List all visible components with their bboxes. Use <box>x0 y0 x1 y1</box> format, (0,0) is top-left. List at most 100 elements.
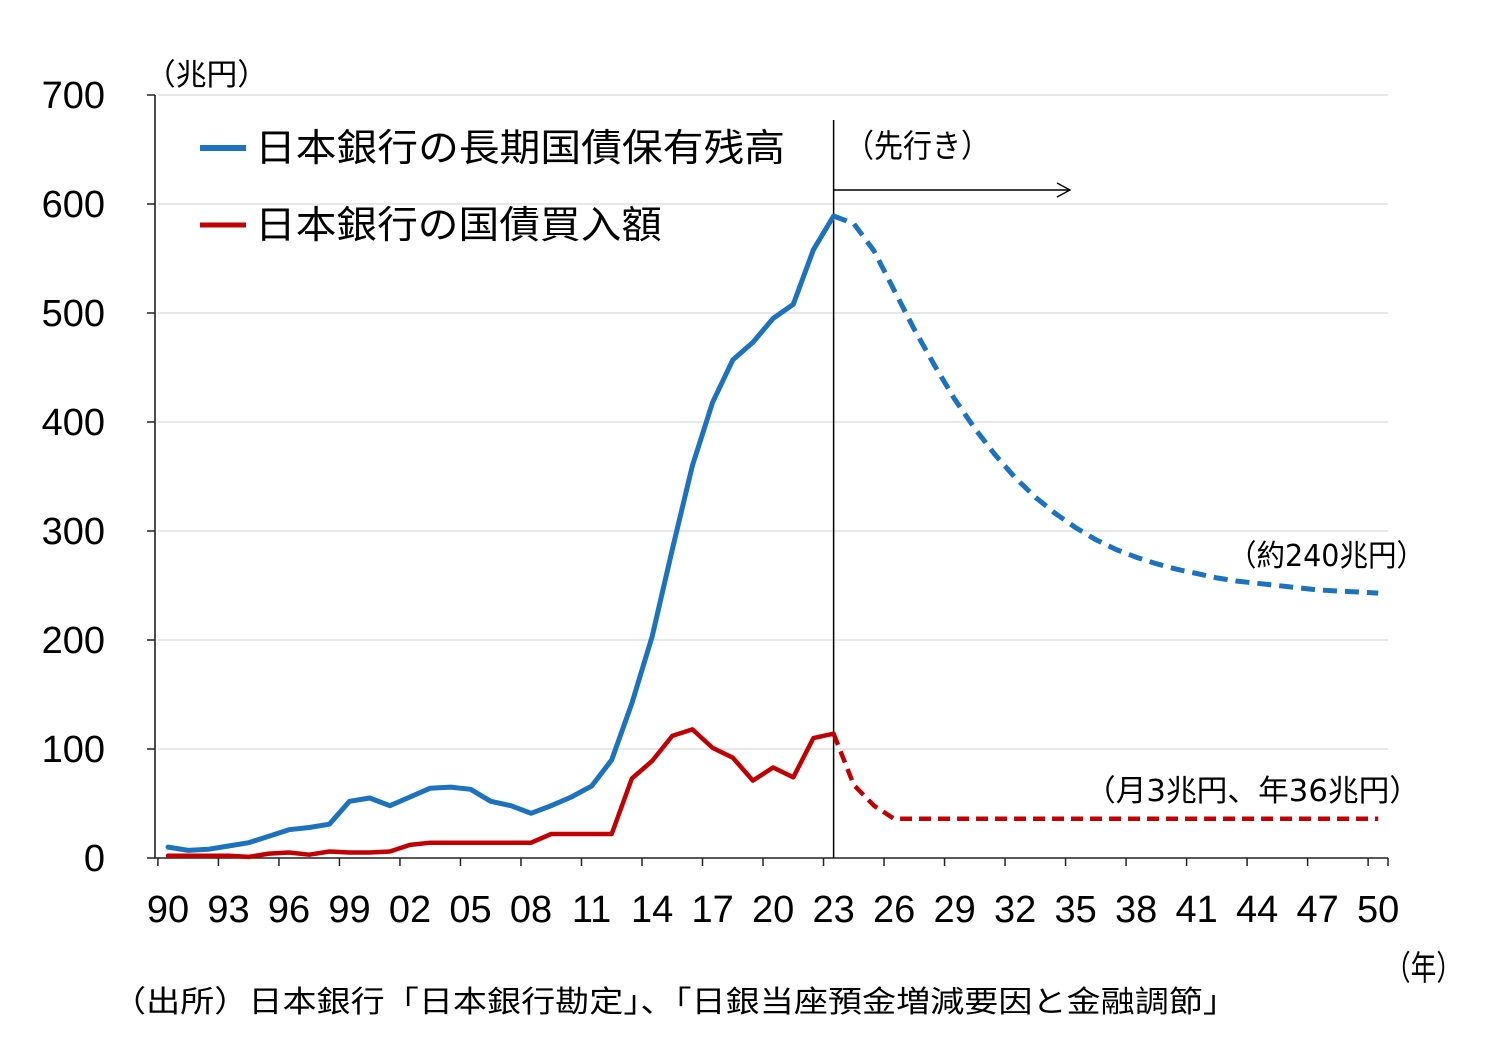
jgb-purchases-data-point <box>226 853 232 859</box>
jgb-purchases-data-point <box>266 851 272 857</box>
x-tick-label: 50 <box>1357 889 1399 931</box>
jgb-holdings-data-point <box>528 810 534 816</box>
jgb-holdings-line-forecast <box>832 213 1379 596</box>
x-tick-label: 05 <box>449 889 491 931</box>
series-lines <box>165 213 1381 860</box>
jgb-holdings-data-point <box>1174 566 1180 572</box>
jgb-holdings-data-point <box>1295 585 1301 591</box>
y-tick-label: 200 <box>42 620 105 662</box>
jgb-purchases-line-actual <box>165 727 836 860</box>
y-tick-label: 600 <box>42 184 105 226</box>
jgb-purchases-data-point <box>1234 816 1240 822</box>
jgb-holdings-data-point <box>770 315 776 321</box>
x-tick-label: 17 <box>691 889 733 931</box>
jgb-purchases-data-point <box>528 840 534 846</box>
y-tick-label: 0 <box>84 838 105 880</box>
x-tick-label: 41 <box>1176 889 1218 931</box>
jgb-purchases-data-point <box>1032 816 1038 822</box>
jgb-purchases-line-forecast <box>831 732 1379 822</box>
forecast-label: （先行き） <box>845 127 990 165</box>
jgb-purchases-data-point <box>669 733 675 739</box>
jgb-purchases-data-point <box>972 816 978 822</box>
y-axis-ticks: 0 100 200 300 400 500 600 700 <box>42 75 155 880</box>
jgb-holdings-data-point <box>1335 588 1341 594</box>
jgb-purchases-data-point <box>932 816 938 822</box>
jgb-holdings-data-point <box>427 785 433 791</box>
y-tick-label: 100 <box>42 729 105 771</box>
jgb-holdings-data-point <box>306 825 312 831</box>
jgb-holdings-data-point <box>286 827 292 833</box>
x-tick-label: 29 <box>933 889 975 931</box>
jgb-purchases-data-point <box>649 758 655 764</box>
x-tick-label: 14 <box>631 889 673 931</box>
jgb-holdings-data-point <box>911 326 917 332</box>
x-tick-label: 96 <box>268 889 310 931</box>
x-tick-label: 32 <box>994 889 1036 931</box>
jgb-purchases-data-point <box>1073 816 1079 822</box>
x-tick-label: 44 <box>1236 889 1278 931</box>
legend-item-holdings: 日本銀行の長期国債保有残高 <box>200 126 785 170</box>
jgb-holdings-data-point <box>548 803 554 809</box>
jgb-holdings-data-point <box>1093 537 1099 543</box>
jgb-holdings-data-point <box>1375 590 1381 596</box>
jgb-holdings-data-point <box>851 221 857 227</box>
purchases-end-annotation: （月3兆円、年36兆円） <box>1085 774 1420 809</box>
jgb-purchases-data-point <box>750 778 756 784</box>
jgb-holdings-data-point <box>205 846 211 852</box>
jgb-purchases-data-point <box>367 850 373 856</box>
jgb-purchases-data-point <box>871 803 877 809</box>
jgb-purchases-data-point <box>710 745 716 751</box>
jgb-purchases-data-point <box>1012 816 1018 822</box>
jgb-holdings-data-point <box>568 794 574 800</box>
jgb-purchases-data-point <box>1355 816 1361 822</box>
x-tick-label: 02 <box>389 889 431 931</box>
legend: 日本銀行の長期国債保有残高 日本銀行の国債買入額 <box>200 126 785 247</box>
jgb-purchases-data-point <box>1153 816 1159 822</box>
jgb-purchases-data-point <box>1053 816 1059 822</box>
x-tick-label: 20 <box>752 889 794 931</box>
jgb-purchases-data-point <box>730 755 736 761</box>
jgb-holdings-data-point <box>932 362 938 368</box>
jgb-holdings-data-point <box>1073 525 1079 531</box>
jgb-purchases-data-point <box>1274 816 1280 822</box>
jgb-purchases-data-point <box>468 840 474 846</box>
forecast-arrow <box>833 182 1072 198</box>
jgb-purchases-data-point <box>326 849 332 855</box>
jgb-holdings-data-point <box>1012 475 1018 481</box>
jgb-purchases-data-point <box>790 774 796 780</box>
jgb-holdings-data-point <box>266 833 272 839</box>
jgb-holdings-data-point <box>367 795 373 801</box>
jgb-holdings-data-point <box>1274 583 1280 589</box>
x-tick-label: 23 <box>812 889 854 931</box>
x-tick-label: 47 <box>1297 889 1339 931</box>
jgb-purchases-data-point <box>1113 816 1119 822</box>
x-tick-label: 99 <box>328 889 370 931</box>
jgb-holdings-data-point <box>871 248 877 254</box>
jgb-purchases-data-point <box>548 831 554 837</box>
jgb-purchases-data-point <box>427 840 433 846</box>
jgb-purchases-data-point <box>589 831 595 837</box>
jgb-purchases-data-point <box>568 831 574 837</box>
jgb-purchases-data-point <box>609 831 615 837</box>
y-tick-label: 300 <box>42 511 105 553</box>
x-axis-unit-label: （年） <box>1385 949 1462 989</box>
jgb-holdings-data-point <box>1032 494 1038 500</box>
jgb-holdings-data-point <box>226 843 232 849</box>
jgb-holdings-data-point <box>710 399 716 405</box>
legend-label-purchases: 日本銀行の国債買入額 <box>255 203 662 247</box>
jgb-purchases-data-point <box>1295 816 1301 822</box>
x-tick-label: 93 <box>207 889 249 931</box>
jgb-holdings-data-point <box>689 463 695 469</box>
jgb-holdings-data-point <box>1053 511 1059 517</box>
jgb-holdings-data-point <box>246 840 252 846</box>
jgb-purchases-data-point <box>1093 816 1099 822</box>
jgb-purchases-data-point <box>1174 816 1180 822</box>
jgb-holdings-data-point <box>1254 580 1260 586</box>
jgb-purchases-data-point <box>831 731 837 737</box>
y-tick-label: 700 <box>42 75 105 117</box>
source-note: （出所）日本銀行「日本銀行勘定」、「日銀当座預金増減要因と金融調節」 <box>112 985 1237 1020</box>
jgb-holdings-data-point <box>972 426 978 432</box>
jgb-purchases-data-point <box>952 816 958 822</box>
y-tick-label: 500 <box>42 293 105 335</box>
